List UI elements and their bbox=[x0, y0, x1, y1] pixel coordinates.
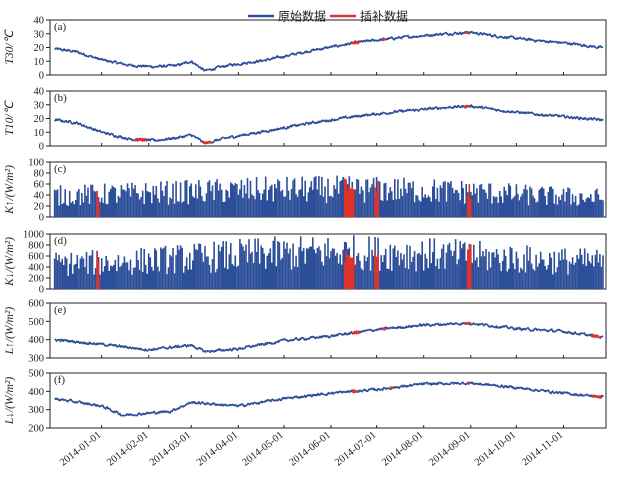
y-tick-label: 0 bbox=[39, 142, 44, 153]
panel-f: 200 300 400 500 (f) L↓/(W/m²) bbox=[4, 369, 607, 435]
series-original-line bbox=[53, 104, 604, 145]
series-imputed-segment bbox=[381, 326, 387, 331]
y-axis-label: K↓/(W/m²) bbox=[4, 237, 16, 287]
y-tick-label: 80 bbox=[34, 169, 45, 180]
y-tick-label: 1000 bbox=[23, 230, 44, 241]
y-axis-label: T10/℃ bbox=[4, 99, 16, 135]
series-imputed-segment bbox=[464, 30, 470, 35]
y-tick-label: 20 bbox=[34, 202, 45, 213]
series-imputed-segment bbox=[134, 137, 147, 143]
series-imputed-segment bbox=[389, 385, 394, 390]
y-tick-label: 100 bbox=[28, 158, 44, 169]
y-tick-label: 500 bbox=[28, 369, 44, 380]
y-tick-label: 200 bbox=[28, 274, 44, 285]
series-original-line bbox=[54, 30, 604, 72]
series-imputed-segment bbox=[351, 40, 361, 46]
y-tick-label: 0 bbox=[39, 71, 44, 82]
legend-label-imputed: 插补数据 bbox=[360, 9, 408, 24]
y-tick-label: 20 bbox=[34, 114, 45, 125]
y-tick-label: 60 bbox=[34, 180, 45, 191]
series-imputed-segment bbox=[590, 332, 601, 339]
series-imputed-segment bbox=[351, 329, 361, 335]
panel-label: (b) bbox=[54, 92, 67, 104]
series-imputed-segment bbox=[351, 388, 358, 394]
y-tick-label: 800 bbox=[28, 241, 44, 252]
y-axis-label: K↑/(W/m²) bbox=[4, 165, 16, 215]
y-axis-label: T30/℃ bbox=[4, 28, 16, 64]
x-tick-label: 2014-08-01 bbox=[380, 430, 425, 469]
x-tick-label: 2014-07-01 bbox=[333, 430, 378, 469]
y-tick-label: 30 bbox=[34, 29, 45, 40]
panel-label: (f) bbox=[54, 374, 65, 386]
y-tick-label: 600 bbox=[28, 299, 44, 310]
series-imputed-segment bbox=[467, 381, 472, 385]
series-original-line bbox=[54, 381, 604, 417]
x-tick-label: 2014-03-01 bbox=[148, 430, 193, 469]
y-tick-label: 0 bbox=[39, 213, 44, 224]
x-tick-label: 2014-04-01 bbox=[195, 430, 240, 469]
x-tick-label: 2014-01-01 bbox=[58, 430, 103, 469]
series-imputed-segment bbox=[201, 140, 212, 145]
panel-e: 300 400 500 600 (e) L↑/(W/m²) bbox=[4, 299, 607, 365]
series-original-line bbox=[54, 321, 604, 354]
y-tick-label: 10 bbox=[34, 128, 45, 139]
panel-frame bbox=[49, 372, 607, 429]
x-tick-label: 2014-09-01 bbox=[427, 430, 472, 469]
panel-frame bbox=[49, 302, 607, 359]
y-tick-label: 40 bbox=[34, 16, 45, 27]
series-imputed-segment bbox=[464, 321, 472, 325]
panel-label: (a) bbox=[54, 21, 67, 33]
series-imputed-segment bbox=[463, 104, 470, 109]
y-tick-label: 300 bbox=[28, 354, 44, 365]
y-tick-label: 30 bbox=[34, 100, 45, 111]
y-axis-label: L↓/(W/m²) bbox=[4, 377, 16, 426]
y-tick-label: 40 bbox=[34, 87, 45, 98]
series-imputed-segment bbox=[381, 37, 387, 42]
y-tick-label: 0 bbox=[39, 285, 44, 296]
y-tick-label: 400 bbox=[28, 263, 44, 274]
panel-b: 0 10 20 30 40 (b) T10/℃ bbox=[4, 87, 607, 153]
y-tick-label: 300 bbox=[28, 405, 44, 416]
x-tick-label: 2014-11-01 bbox=[520, 430, 565, 469]
x-tick-label: 2014-06-01 bbox=[288, 430, 333, 469]
legend: 原始数据 插补数据 bbox=[248, 9, 408, 24]
panel-a: 0 10 20 30 40 (a) T30/℃ bbox=[4, 16, 607, 82]
y-tick-label: 500 bbox=[28, 317, 44, 328]
legend-label-original: 原始数据 bbox=[278, 9, 326, 24]
panel-label: (c) bbox=[54, 163, 67, 175]
x-tick-label: 2014-02-01 bbox=[105, 430, 150, 469]
y-tick-label: 40 bbox=[34, 191, 45, 202]
y-tick-label: 20 bbox=[34, 43, 45, 54]
y-tick-label: 400 bbox=[28, 387, 44, 398]
y-tick-label: 10 bbox=[34, 57, 45, 68]
series-imputed-segment bbox=[591, 394, 603, 400]
y-tick-label: 400 bbox=[28, 335, 44, 346]
y-axis-label: L↑/(W/m²) bbox=[4, 307, 16, 356]
x-tick-label: 2014-10-01 bbox=[473, 430, 518, 469]
y-tick-label: 200 bbox=[28, 424, 44, 435]
y-tick-label: 600 bbox=[28, 252, 44, 263]
x-tick-label: 2014-05-01 bbox=[240, 430, 285, 469]
panel-label: (e) bbox=[54, 304, 67, 316]
panel-frame bbox=[49, 90, 607, 147]
panel-label: (d) bbox=[54, 235, 67, 247]
